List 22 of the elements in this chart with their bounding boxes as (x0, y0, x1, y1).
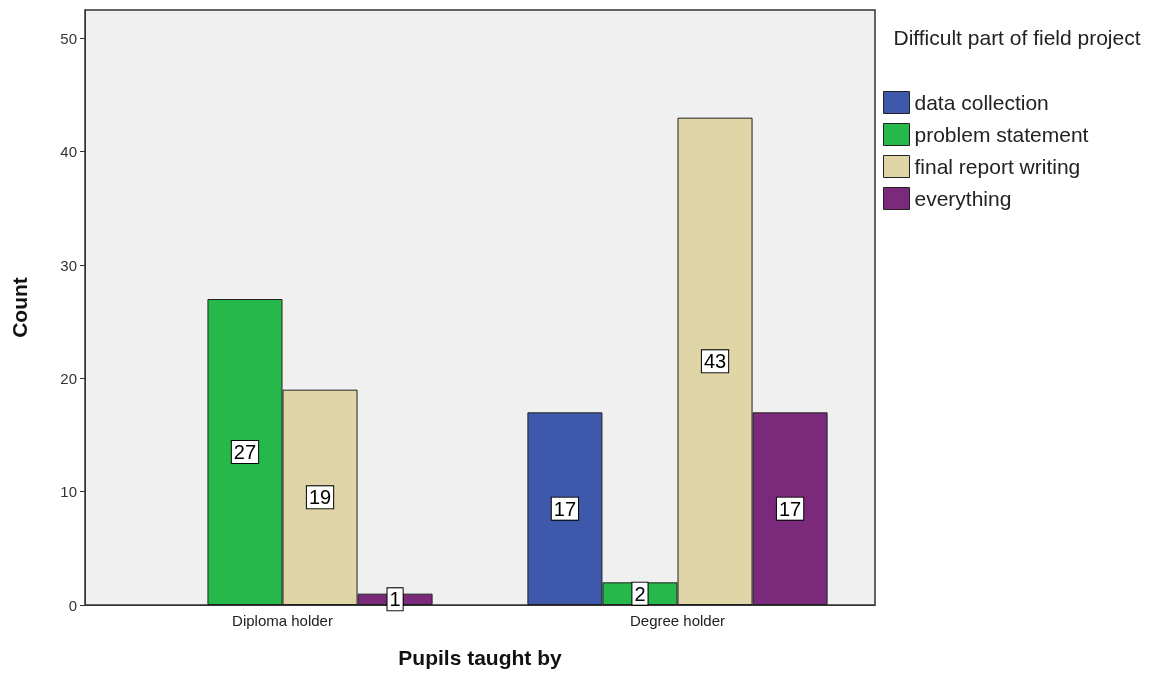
data-label: 43 (703, 350, 727, 373)
y-tick-label: 30 (60, 256, 77, 274)
y-tick-label: 20 (60, 369, 77, 387)
y-tick-label: 50 (60, 29, 77, 47)
x-tick-label: Degree holder (629, 612, 726, 629)
legend-label: problem statement (914, 123, 1089, 146)
data-label: 17 (778, 497, 802, 520)
data-label: 19 (308, 486, 332, 509)
data-label: 27 (233, 441, 257, 463)
x-axis-title: Pupils taught by (398, 646, 562, 669)
data-label: 17 (553, 497, 577, 520)
x-tick-label: Diploma holder (232, 612, 333, 629)
data-label: 1 (389, 588, 401, 611)
legend-label: final report writing (914, 155, 1081, 178)
y-tick-label: 40 (60, 143, 77, 161)
y-tick-label: 0 (68, 596, 77, 614)
data-label: 2 (634, 582, 646, 605)
legend-label: everything (914, 187, 1012, 210)
y-axis-title: Count (8, 277, 31, 338)
legend-title: Difficult part of field project (893, 25, 1141, 49)
legend-label: data collection (914, 91, 1049, 114)
y-tick-label: 10 (60, 483, 77, 501)
